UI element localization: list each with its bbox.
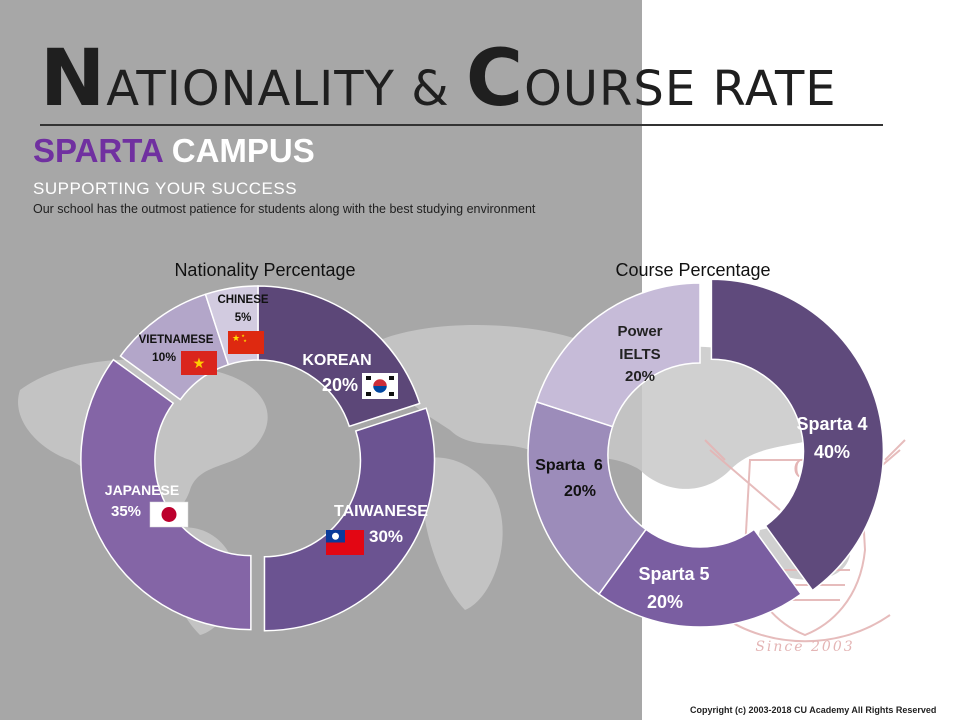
slice-taiwanese <box>263 407 436 632</box>
slice-label-japanese: JAPANESE <box>105 482 179 498</box>
slice-sparta-5 <box>597 528 803 628</box>
tagline: SUPPORTING YOUR SUCCESS <box>33 179 298 198</box>
title-word-nationality: ATIONALITY & <box>106 61 466 117</box>
svg-text:★: ★ <box>232 334 240 344</box>
slice-label-sparta-5: Sparta 5 <box>638 564 709 584</box>
slice-value-sparta-5: 20% <box>647 592 683 612</box>
china-flag-icon: ★ ★★ <box>228 331 264 354</box>
title-underline <box>40 124 883 126</box>
slice-value-sparta-6: 20% <box>564 483 596 500</box>
korea-flag-icon <box>362 373 398 399</box>
slice-sparta-6 <box>527 400 647 596</box>
nationality-chart-title: Nationality Percentage <box>174 260 355 280</box>
slice-label-vietnamese: VIETNAMESE <box>139 334 214 346</box>
page-title: NATIONALITY & COURSE RATE <box>40 40 837 118</box>
slice-label-power-ielts-2: IELTS <box>619 346 660 363</box>
slice-label-power-ielts-1: Power <box>617 323 662 340</box>
stamp-since-text: Since 2003 <box>755 639 854 655</box>
slice-japanese <box>80 358 252 631</box>
slice-value-japanese: 35% <box>111 503 141 520</box>
course-chart-title: Course Percentage <box>615 260 770 280</box>
description-text: Our school has the outmost patience for … <box>33 202 536 216</box>
slice-value-korean: 20% <box>322 375 358 395</box>
slice-label-chinese: CHINESE <box>217 294 268 306</box>
slice-value-taiwanese: 30% <box>369 527 403 546</box>
campus-name: SPARTA <box>33 132 163 169</box>
title-initial-n: N <box>40 34 107 124</box>
slice-label-korean: KOREAN <box>302 352 371 369</box>
slice-power-ielts <box>535 282 701 428</box>
slice-value-sparta-4: 40% <box>814 442 850 462</box>
campus-heading: SPARTA CAMPUS <box>33 132 315 170</box>
slice-label-sparta-6: Sparta 6 <box>535 457 603 474</box>
campus-word: CAMPUS <box>171 132 315 169</box>
copyright-text: Copyright (c) 2003-2018 CU Academy All R… <box>690 705 937 715</box>
svg-text:★: ★ <box>243 338 247 343</box>
slice-value-vietnamese: 10% <box>152 350 176 364</box>
slice-value-chinese: 5% <box>235 312 252 324</box>
vietnam-flag-icon: ★ <box>181 351 217 375</box>
title-word-course-rate: OURSE RATE <box>524 61 837 117</box>
japan-flag-icon <box>149 501 189 528</box>
slice-sparta-4 <box>710 278 885 592</box>
svg-text:★: ★ <box>241 333 245 338</box>
taiwan-flag-icon <box>326 530 364 555</box>
slice-label-sparta-4: Sparta 4 <box>796 414 867 434</box>
slice-value-power-ielts: 20% <box>625 368 655 385</box>
title-initial-c: C <box>465 34 525 124</box>
svg-text:★: ★ <box>193 356 206 372</box>
slice-label-taiwanese: TAIWANESE <box>334 503 428 520</box>
